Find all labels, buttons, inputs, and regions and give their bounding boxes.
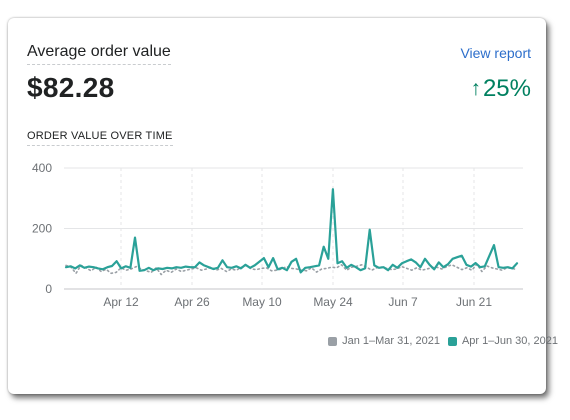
x-tick-label: Apr 26	[174, 295, 210, 309]
x-tick-label: Apr 12	[103, 295, 139, 309]
order-value-line-chart: 400 200 0 Apr 12 Apr 26 May 10 May 24 Jun 7 Jun …	[32, 161, 523, 309]
x-tick-label: May 10	[242, 295, 282, 309]
y-tick-label: 400	[32, 161, 52, 175]
legend-item-previous: Jan 1–Mar 31, 2021	[328, 335, 440, 347]
change-percent: 25%	[482, 75, 531, 102]
x-tick-label: Jun 7	[388, 295, 418, 309]
view-report-link[interactable]: View report	[460, 45, 531, 61]
legend-item-current: Apr 1–Jun 30, 2021	[447, 335, 558, 347]
series-line-previous	[65, 263, 518, 276]
y-tick-label: 0	[45, 282, 52, 296]
series-line-current	[64, 188, 519, 274]
average-order-value-card: Average order value View report $82.28 ↑…	[8, 18, 546, 394]
y-tick-label: 200	[32, 222, 52, 236]
legend-swatch-current	[447, 336, 457, 346]
x-tick-label: Jun 21	[456, 295, 492, 309]
arrow-up-icon: ↑	[470, 77, 481, 100]
legend-label-current: Apr 1–Jun 30, 2021	[461, 335, 558, 347]
change-indicator: ↑25%	[470, 75, 531, 103]
legend-label-previous: Jan 1–Mar 31, 2021	[342, 335, 440, 347]
card-title: Average order value	[27, 43, 171, 65]
metric-value: $82.28	[27, 72, 115, 103]
chart-legend: Jan 1–Mar 31, 2021 Apr 1–Jun 30, 2021	[328, 335, 558, 347]
chart-section-label: ORDER VALUE OVER TIME	[27, 130, 173, 146]
x-tick-label: May 24	[313, 295, 353, 309]
legend-swatch-previous	[328, 336, 338, 346]
